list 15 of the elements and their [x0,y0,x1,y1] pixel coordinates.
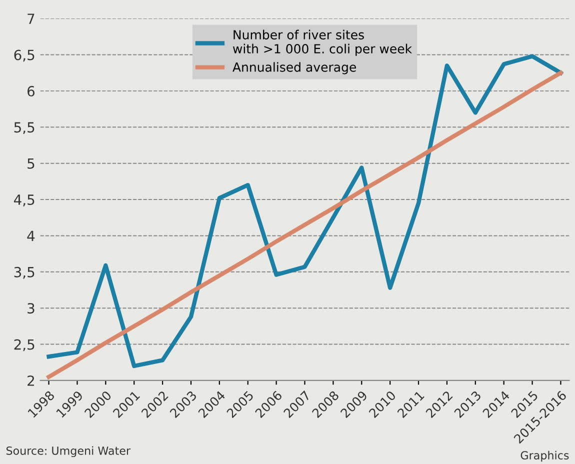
y-tick-label: 6 [28,86,35,96]
y-tick-label: 7 [28,14,34,24]
y-tick-label: 6,5 [14,50,34,62]
y-tick-label: 4,5 [14,194,34,206]
legend-label: Annualised average [232,62,356,74]
y-tick-label: 3 [28,303,34,314]
legend-label: Number of river sites with >1 000 E. coli per week [232,30,412,56]
y-tick-label: 2 [28,375,34,386]
y-tick-label: 3,5 [14,266,34,279]
y-tick-label: 5,5 [14,122,34,134]
source-note: Source: Umgeni Water [6,446,131,458]
y-tick-label: 2,5 [14,339,34,352]
y-tick-label: 5 [28,158,34,169]
y-tick-label: 4 [27,230,35,241]
text: Graphics [520,450,569,462]
